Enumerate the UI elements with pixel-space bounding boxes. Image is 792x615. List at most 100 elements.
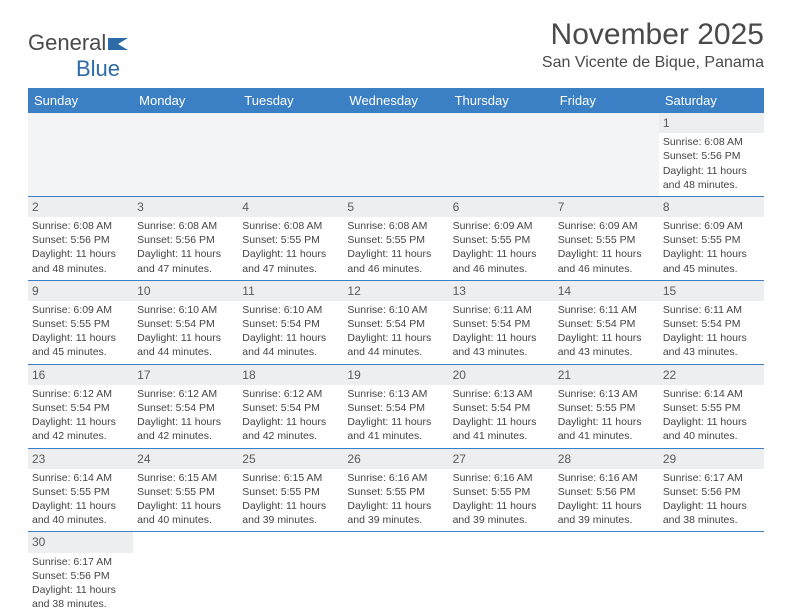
day-header: Sunday xyxy=(28,88,133,113)
sunrise-line: Sunrise: 6:14 AM xyxy=(663,387,760,401)
sunrise-line: Sunrise: 6:12 AM xyxy=(242,387,339,401)
daylight-line: Daylight: 11 hours and 46 minutes. xyxy=(347,247,444,275)
calendar-day: 11Sunrise: 6:10 AMSunset: 5:54 PMDayligh… xyxy=(238,280,343,364)
sunset-line: Sunset: 5:55 PM xyxy=(32,485,129,499)
calendar-day: 9Sunrise: 6:09 AMSunset: 5:55 PMDaylight… xyxy=(28,280,133,364)
sunrise-line: Sunrise: 6:12 AM xyxy=(32,387,129,401)
calendar-day: 2Sunrise: 6:08 AMSunset: 5:56 PMDaylight… xyxy=(28,196,133,280)
sunrise-line: Sunrise: 6:10 AM xyxy=(137,303,234,317)
day-number: 20 xyxy=(449,365,554,385)
sunrise-line: Sunrise: 6:16 AM xyxy=(347,471,444,485)
sunset-line: Sunset: 5:54 PM xyxy=(347,317,444,331)
day-number: 10 xyxy=(133,281,238,301)
day-header-row: SundayMondayTuesdayWednesdayThursdayFrid… xyxy=(28,88,764,113)
sunset-line: Sunset: 5:55 PM xyxy=(558,233,655,247)
day-number: 22 xyxy=(659,365,764,385)
sunset-line: Sunset: 5:55 PM xyxy=(32,317,129,331)
daylight-line: Daylight: 11 hours and 48 minutes. xyxy=(663,164,760,192)
sunset-line: Sunset: 5:54 PM xyxy=(663,317,760,331)
sunrise-line: Sunrise: 6:09 AM xyxy=(453,219,550,233)
sunset-line: Sunset: 5:55 PM xyxy=(137,485,234,499)
daylight-line: Daylight: 11 hours and 44 minutes. xyxy=(137,331,234,359)
sunset-line: Sunset: 5:54 PM xyxy=(242,401,339,415)
sunset-line: Sunset: 5:55 PM xyxy=(347,485,444,499)
day-number: 12 xyxy=(343,281,448,301)
sunrise-line: Sunrise: 6:10 AM xyxy=(347,303,444,317)
calendar-day-empty xyxy=(343,532,448,615)
sunset-line: Sunset: 5:54 PM xyxy=(137,401,234,415)
sunrise-line: Sunrise: 6:17 AM xyxy=(663,471,760,485)
location: San Vicente de Bique, Panama xyxy=(542,54,764,72)
day-number: 26 xyxy=(343,449,448,469)
sunset-line: Sunset: 5:56 PM xyxy=(558,485,655,499)
daylight-line: Daylight: 11 hours and 40 minutes. xyxy=(137,499,234,527)
calendar-day: 6Sunrise: 6:09 AMSunset: 5:55 PMDaylight… xyxy=(449,196,554,280)
sunrise-line: Sunrise: 6:12 AM xyxy=(137,387,234,401)
sunset-line: Sunset: 5:55 PM xyxy=(242,485,339,499)
daylight-line: Daylight: 11 hours and 43 minutes. xyxy=(558,331,655,359)
day-number: 8 xyxy=(659,197,764,217)
sunset-line: Sunset: 5:56 PM xyxy=(663,485,760,499)
daylight-line: Daylight: 11 hours and 38 minutes. xyxy=(663,499,760,527)
sunset-line: Sunset: 5:54 PM xyxy=(453,401,550,415)
calendar-week: 9 Sunrise: 6:09 AMSunset: 5:55 PM Daylight… xyxy=(28,280,764,364)
sunset-line: Sunset: 5:55 PM xyxy=(558,401,655,415)
day-header: Tuesday xyxy=(238,88,343,113)
day-number: 6 xyxy=(449,197,554,217)
calendar-week: 30Sunrise: 6:17 AMSunset: 5:56 PMDayligh… xyxy=(28,532,764,615)
sunrise-line: Sunrise: 6:14 AM xyxy=(32,471,129,485)
sunrise-line: Sunrise: 6:09 AM xyxy=(32,303,129,317)
daylight-line: Daylight: 11 hours and 43 minutes. xyxy=(663,331,760,359)
day-number: 15 xyxy=(659,281,764,301)
calendar-day: 8 Sunrise: 6:09 AMSunset: 5:55 PMDaylight… xyxy=(659,196,764,280)
sunrise-line: Sunrise: 6:09 AM xyxy=(663,219,760,233)
calendar-day: 17Sunrise: 6:12 AMSunset: 5:54 PMDayligh… xyxy=(133,364,238,448)
day-number: 29 xyxy=(659,449,764,469)
sunrise-line: Sunrise: 6:13 AM xyxy=(347,387,444,401)
daylight-line: Daylight: 11 hours and 41 minutes. xyxy=(558,415,655,443)
month-title: November 2025 xyxy=(542,18,764,52)
calendar-day: 20Sunrise: 6:13 AMSunset: 5:54 PMDayligh… xyxy=(449,364,554,448)
sunrise-line: Sunrise: 6:08 AM xyxy=(242,219,339,233)
calendar-week: 2Sunrise: 6:08 AMSunset: 5:56 PMDaylight… xyxy=(28,196,764,280)
day-number: 23 xyxy=(28,449,133,469)
sunset-line: Sunset: 5:55 PM xyxy=(453,485,550,499)
calendar-day: 1Sunrise: 6:08 AMSunset: 5:56 PMDaylight… xyxy=(659,113,764,196)
sunset-line: Sunset: 5:54 PM xyxy=(453,317,550,331)
day-number: 9 xyxy=(28,281,133,301)
sunrise-line: Sunrise: 6:13 AM xyxy=(453,387,550,401)
day-number: 14 xyxy=(554,281,659,301)
sunrise-line: Sunrise: 6:08 AM xyxy=(32,219,129,233)
calendar-day-empty xyxy=(238,113,343,196)
sunset-line: Sunset: 5:55 PM xyxy=(242,233,339,247)
calendar-day: 23Sunrise: 6:14 AMSunset: 5:55 PMDayligh… xyxy=(28,448,133,532)
daylight-line: Daylight: 11 hours and 39 minutes. xyxy=(347,499,444,527)
sunset-line: Sunset: 5:56 PM xyxy=(32,233,129,247)
logo-main: General xyxy=(28,30,106,55)
day-number: 5 xyxy=(343,197,448,217)
calendar-day-empty xyxy=(28,113,133,196)
daylight-line: Daylight: 11 hours and 42 minutes. xyxy=(242,415,339,443)
calendar-day: 29 Sunrise: 6:17 AMSunset: 5:56 PMDayligh… xyxy=(659,448,764,532)
calendar-day-empty xyxy=(238,532,343,615)
sunrise-line: Sunrise: 6:15 AM xyxy=(242,471,339,485)
calendar-day: 15Sunrise: 6:11 AMSunset: 5:54 PMDayligh… xyxy=(659,280,764,364)
daylight-line: Daylight: 11 hours and 39 minutes. xyxy=(453,499,550,527)
calendar-day: 19Sunrise: 6:13 AMSunset: 5:54 PMDayligh… xyxy=(343,364,448,448)
sunrise-line: Sunrise: 6:08 AM xyxy=(137,219,234,233)
calendar-day: 26 Sunrise: 6:16 AMSunset: 5:55 PMDayligh… xyxy=(343,448,448,532)
sunrise-line: Sunrise: 6:13 AM xyxy=(558,387,655,401)
calendar-day-empty xyxy=(343,113,448,196)
sunrise-line: Sunrise: 6:09 AM xyxy=(558,219,655,233)
header: GeneralBlue November 2025 San Vicente de… xyxy=(28,18,764,80)
day-number: 11 xyxy=(238,281,343,301)
day-number: 21 xyxy=(554,365,659,385)
day-number: 1 xyxy=(659,113,764,133)
sunset-line: Sunset: 5:54 PM xyxy=(242,317,339,331)
sunset-line: Sunset: 5:55 PM xyxy=(663,233,760,247)
daylight-line: Daylight: 11 hours and 45 minutes. xyxy=(663,247,760,275)
sunrise-line: Sunrise: 6:15 AM xyxy=(137,471,234,485)
calendar-day-empty xyxy=(554,532,659,615)
calendar-day: 7Sunrise: 6:09 AMSunset: 5:55 PMDaylight… xyxy=(554,196,659,280)
day-number: 19 xyxy=(343,365,448,385)
